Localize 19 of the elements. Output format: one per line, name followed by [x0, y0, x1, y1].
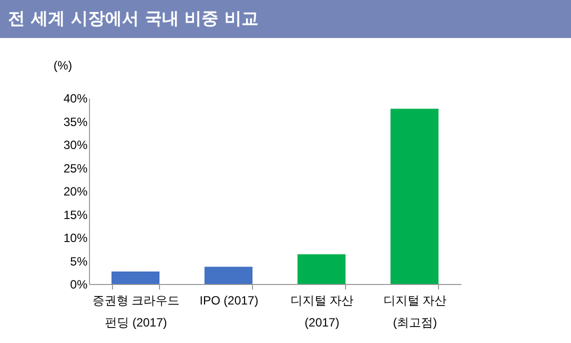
chart-title: 전 세계 시장에서 국내 비중 비교 [0, 0, 571, 38]
y-tick-label: 15% [63, 208, 88, 222]
y-tick-label: 35% [63, 114, 88, 129]
y-tick-label: 0% [70, 278, 88, 292]
bar [390, 108, 438, 284]
bar [298, 254, 346, 284]
x-tick-label: 디지털 자산 (2017) [290, 294, 354, 330]
x-tick-label: IPO (2017) [200, 294, 258, 308]
y-tick-label: 40% [63, 92, 88, 106]
x-tick-label: 디지털 자산 (최고점) [383, 294, 447, 330]
bar [204, 266, 252, 284]
y-tick-label: 30% [63, 138, 88, 152]
y-tick-label: 10% [63, 231, 88, 245]
y-tick-label: 20% [63, 184, 88, 198]
y-axis-title: (%) [54, 58, 72, 72]
x-tick-label: 증권형 크라우드 펀딩 (2017) [92, 294, 180, 330]
y-tick-label: 5% [70, 254, 88, 268]
y-tick-label: 25% [63, 161, 88, 176]
bar [112, 271, 160, 284]
